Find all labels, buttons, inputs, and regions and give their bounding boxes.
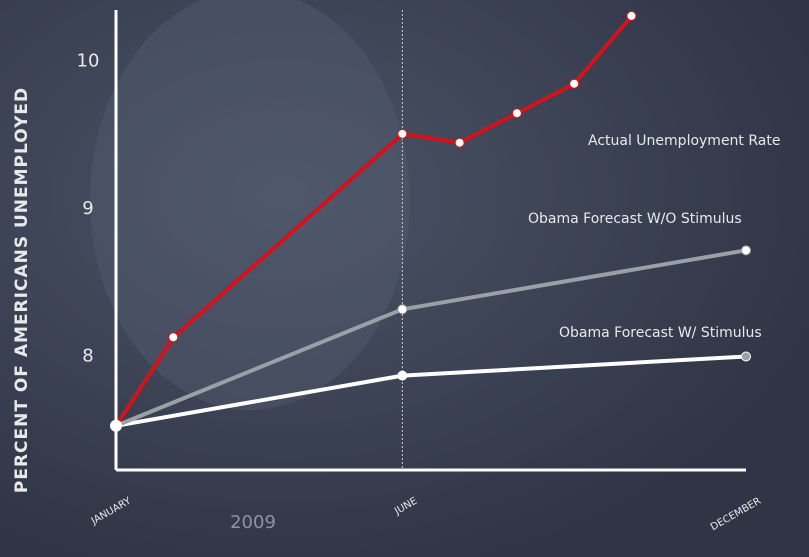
data-point (397, 128, 408, 139)
series-label: Obama Forecast W/O Stimulus (528, 211, 742, 227)
data-point (741, 351, 751, 362)
y-axis-label: PERCENT OF AMERICANS UNEMPLOYED (12, 87, 32, 493)
x-caption: 2009 (230, 512, 276, 533)
data-point (397, 370, 408, 381)
series-label: Obama Forecast W/ Stimulus (559, 325, 762, 341)
data-point (511, 108, 522, 119)
series-label: Actual Unemployment Rate (588, 133, 780, 149)
data-point (626, 10, 637, 21)
data-point (741, 245, 751, 256)
data-point (454, 137, 465, 148)
data-point (168, 332, 179, 343)
data-point (569, 78, 580, 89)
photo-silhouette (90, 0, 410, 410)
origin-point (110, 419, 122, 432)
y-tick-label: 8 (82, 345, 93, 366)
data-point (397, 304, 408, 315)
y-tick-label: 9 (82, 198, 93, 219)
y-tick-label: 10 (77, 51, 100, 72)
